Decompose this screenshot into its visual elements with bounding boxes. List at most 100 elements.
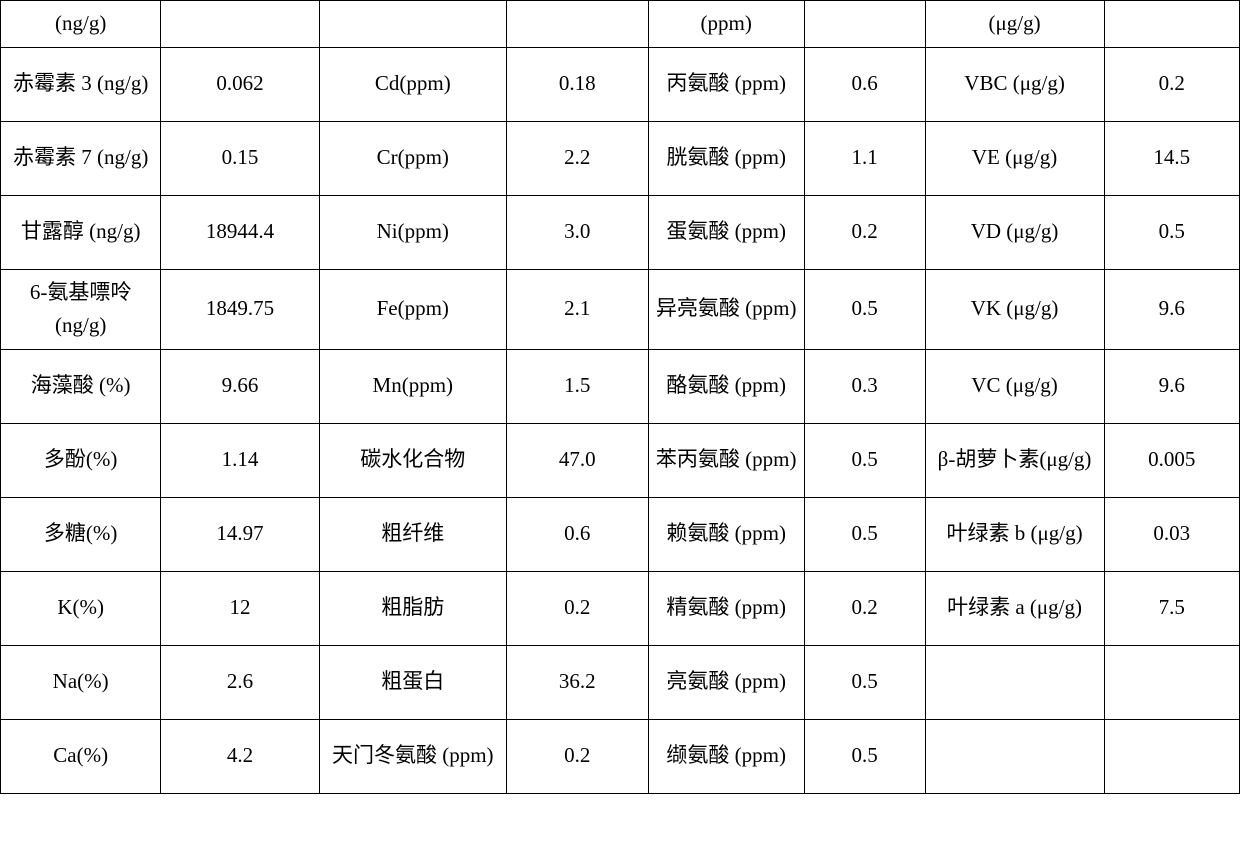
cell: 7.5	[1104, 571, 1239, 645]
cell: VK (μg/g)	[925, 269, 1104, 349]
cell: 粗蛋白	[319, 645, 506, 719]
table-row: Ca(%) 4.2 天门冬氨酸 (ppm) 0.2 缬氨酸 (ppm) 0.5	[1, 719, 1240, 793]
cell: 叶绿素 a (μg/g)	[925, 571, 1104, 645]
cell	[506, 1, 648, 48]
cell: 蛋氨酸 (ppm)	[648, 195, 804, 269]
cell: 0.5	[804, 719, 925, 793]
cell: Mn(ppm)	[319, 349, 506, 423]
table-row: Na(%) 2.6 粗蛋白 36.2 亮氨酸 (ppm) 0.5	[1, 645, 1240, 719]
cell: 胱氨酸 (ppm)	[648, 121, 804, 195]
cell: 0.2	[506, 719, 648, 793]
cell: 36.2	[506, 645, 648, 719]
table-row: 多糖(%) 14.97 粗纤维 0.6 赖氨酸 (ppm) 0.5 叶绿素 b …	[1, 497, 1240, 571]
cell: 2.1	[506, 269, 648, 349]
cell: 6-氨基嘌呤(ng/g)	[1, 269, 161, 349]
cell	[161, 1, 319, 48]
cell: 0.2	[1104, 47, 1239, 121]
cell: VE (μg/g)	[925, 121, 1104, 195]
cell: 1.1	[804, 121, 925, 195]
cell: 粗脂肪	[319, 571, 506, 645]
cell: 赖氨酸 (ppm)	[648, 497, 804, 571]
cell: VBC (μg/g)	[925, 47, 1104, 121]
cell: 9.6	[1104, 269, 1239, 349]
cell: 天门冬氨酸 (ppm)	[319, 719, 506, 793]
cell: 9.66	[161, 349, 319, 423]
cell: 12	[161, 571, 319, 645]
cell: 海藻酸 (%)	[1, 349, 161, 423]
cell: 0.062	[161, 47, 319, 121]
cell: 丙氨酸 (ppm)	[648, 47, 804, 121]
cell: 多酚(%)	[1, 423, 161, 497]
cell: 0.5	[804, 497, 925, 571]
cell: 0.5	[804, 645, 925, 719]
cell: (ng/g)	[1, 1, 161, 48]
cell: Ca(%)	[1, 719, 161, 793]
cell: 1.14	[161, 423, 319, 497]
cell: 0.3	[804, 349, 925, 423]
table-row: 6-氨基嘌呤(ng/g) 1849.75 Fe(ppm) 2.1 异亮氨酸 (p…	[1, 269, 1240, 349]
cell: 叶绿素 b (μg/g)	[925, 497, 1104, 571]
cell: VC (μg/g)	[925, 349, 1104, 423]
cell: 0.2	[506, 571, 648, 645]
cell: 0.6	[804, 47, 925, 121]
cell: 酪氨酸 (ppm)	[648, 349, 804, 423]
cell	[1104, 719, 1239, 793]
table-row: 赤霉素 3 (ng/g) 0.062 Cd(ppm) 0.18 丙氨酸 (ppm…	[1, 47, 1240, 121]
composition-table: (ng/g) (ppm) (μg/g) 赤霉素 3 (ng/g) 0.062 C…	[0, 0, 1240, 794]
cell: 精氨酸 (ppm)	[648, 571, 804, 645]
cell	[1104, 1, 1239, 48]
table-row: (ng/g) (ppm) (μg/g)	[1, 1, 1240, 48]
cell: 2.2	[506, 121, 648, 195]
cell: 亮氨酸 (ppm)	[648, 645, 804, 719]
cell: 9.6	[1104, 349, 1239, 423]
cell: 多糖(%)	[1, 497, 161, 571]
cell: 0.5	[804, 423, 925, 497]
cell: 4.2	[161, 719, 319, 793]
cell: Cd(ppm)	[319, 47, 506, 121]
cell: 0.6	[506, 497, 648, 571]
cell	[925, 719, 1104, 793]
cell: Na(%)	[1, 645, 161, 719]
cell: 粗纤维	[319, 497, 506, 571]
cell: 苯丙氨酸 (ppm)	[648, 423, 804, 497]
cell: 赤霉素 7 (ng/g)	[1, 121, 161, 195]
cell: 3.0	[506, 195, 648, 269]
table-row: 甘露醇 (ng/g) 18944.4 Ni(ppm) 3.0 蛋氨酸 (ppm)…	[1, 195, 1240, 269]
cell: 0.5	[1104, 195, 1239, 269]
cell	[319, 1, 506, 48]
cell: 2.6	[161, 645, 319, 719]
cell: 0.03	[1104, 497, 1239, 571]
cell: (μg/g)	[925, 1, 1104, 48]
cell: K(%)	[1, 571, 161, 645]
cell: 1.5	[506, 349, 648, 423]
cell	[804, 1, 925, 48]
table-body: (ng/g) (ppm) (μg/g) 赤霉素 3 (ng/g) 0.062 C…	[1, 1, 1240, 794]
cell: (ppm)	[648, 1, 804, 48]
cell: 0.2	[804, 571, 925, 645]
cell: 0.18	[506, 47, 648, 121]
cell: 47.0	[506, 423, 648, 497]
table-row: 多酚(%) 1.14 碳水化合物 47.0 苯丙氨酸 (ppm) 0.5 β-胡…	[1, 423, 1240, 497]
cell: 1849.75	[161, 269, 319, 349]
cell: 异亮氨酸 (ppm)	[648, 269, 804, 349]
cell: 14.97	[161, 497, 319, 571]
cell: β-胡萝卜素(μg/g)	[925, 423, 1104, 497]
table-row: 海藻酸 (%) 9.66 Mn(ppm) 1.5 酪氨酸 (ppm) 0.3 V…	[1, 349, 1240, 423]
cell: 缬氨酸 (ppm)	[648, 719, 804, 793]
cell	[1104, 645, 1239, 719]
cell: 0.5	[804, 269, 925, 349]
cell: 18944.4	[161, 195, 319, 269]
cell: 碳水化合物	[319, 423, 506, 497]
cell: 0.15	[161, 121, 319, 195]
cell: 甘露醇 (ng/g)	[1, 195, 161, 269]
cell	[925, 645, 1104, 719]
cell: 赤霉素 3 (ng/g)	[1, 47, 161, 121]
cell: 0.2	[804, 195, 925, 269]
table-row: 赤霉素 7 (ng/g) 0.15 Cr(ppm) 2.2 胱氨酸 (ppm) …	[1, 121, 1240, 195]
cell: VD (μg/g)	[925, 195, 1104, 269]
cell: 0.005	[1104, 423, 1239, 497]
table-row: K(%) 12 粗脂肪 0.2 精氨酸 (ppm) 0.2 叶绿素 a (μg/…	[1, 571, 1240, 645]
cell: Ni(ppm)	[319, 195, 506, 269]
cell: Cr(ppm)	[319, 121, 506, 195]
cell: Fe(ppm)	[319, 269, 506, 349]
